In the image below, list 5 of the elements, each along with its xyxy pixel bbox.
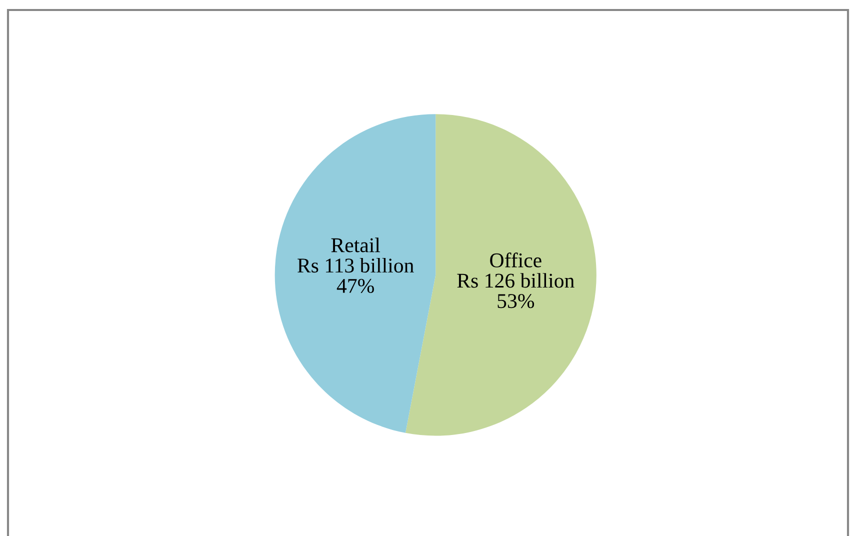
pie-slice [274,114,436,433]
slice-label: Office [490,252,542,268]
data-label: Rs 126 billion 53% [457,273,574,308]
data-label: Rs 113 billion 47% [298,258,414,294]
slice-label: Retail [331,238,380,252]
